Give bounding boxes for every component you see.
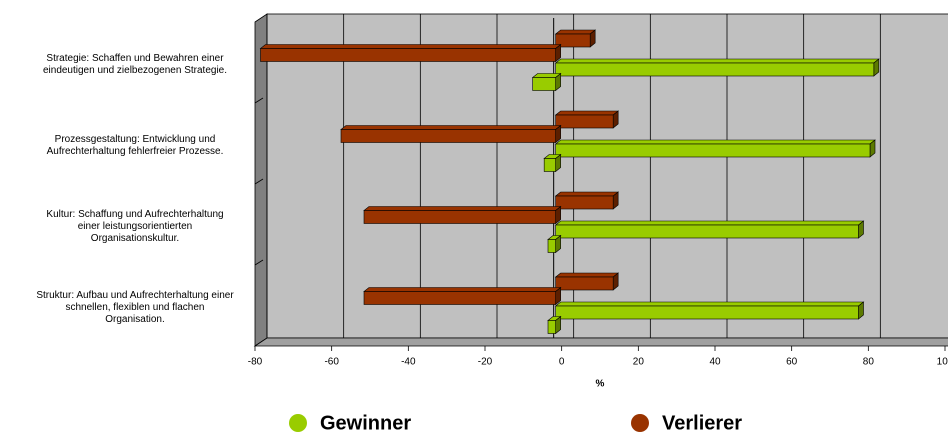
bar — [555, 224, 859, 239]
legend-label: Gewinner — [320, 412, 411, 434]
x-tick-label: -80 — [248, 357, 263, 368]
x-tick-label: -40 — [401, 357, 416, 368]
bar — [555, 195, 614, 210]
x-tick-label: 100 — [937, 357, 948, 368]
bar-top — [363, 287, 562, 292]
category-label: Prozessgestaltung: Entwicklung und — [55, 134, 216, 145]
bar-top — [363, 206, 562, 211]
bar — [555, 305, 859, 320]
bar-top — [554, 110, 620, 116]
x-tick-label: 20 — [633, 357, 645, 368]
category-tick — [254, 259, 264, 266]
category-label: Strategie: Schaffen und Bewahren einer — [46, 53, 224, 64]
bar-top — [554, 191, 620, 197]
category-label: Organisation. — [105, 314, 164, 325]
bar — [543, 158, 556, 172]
bar — [555, 114, 614, 129]
category-label: Kultur: Schaffung und Aufrechterhaltung — [46, 209, 223, 220]
bar — [363, 210, 556, 224]
x-tick-label: -60 — [324, 357, 339, 368]
bar-top — [554, 29, 597, 35]
bar-top — [259, 44, 562, 49]
category-label: einer leistungsorientierten — [78, 221, 193, 232]
bar-top — [554, 272, 620, 278]
bar — [547, 320, 556, 334]
bar — [555, 62, 875, 77]
x-tick-label: 60 — [786, 357, 798, 368]
category-label: Struktur: Aufbau und Aufrechterhaltung e… — [36, 290, 234, 301]
x-tick-label: 40 — [709, 357, 721, 368]
category-tick — [254, 178, 264, 185]
x-tick-label: 0 — [559, 357, 565, 368]
bar — [555, 143, 871, 158]
x-axis-label: % — [596, 379, 605, 390]
category-label: Aufrechterhaltung fehlerfreier Prozesse. — [47, 146, 224, 157]
bar — [260, 48, 556, 62]
legend-marker — [631, 414, 649, 432]
legend-label: Verlierer — [662, 412, 742, 434]
x-tick-label: 80 — [863, 357, 875, 368]
bar — [363, 291, 556, 305]
bar-top — [554, 220, 865, 226]
bar — [547, 239, 556, 253]
bar-top — [554, 139, 876, 145]
bar-top — [340, 125, 562, 130]
category-label: Organisationskultur. — [91, 233, 179, 244]
bar — [532, 77, 556, 91]
bar — [555, 33, 591, 48]
category-tick — [254, 97, 264, 104]
bar — [555, 276, 614, 291]
legend-marker — [289, 414, 307, 432]
bar — [340, 129, 556, 143]
bar-top — [554, 58, 880, 64]
category-label: schnellen, flexiblen und flachen — [66, 302, 205, 313]
bar-top — [554, 301, 865, 307]
category-label: eindeutigen und zielbezogenen Strategie. — [43, 65, 227, 76]
x-tick-label: -20 — [478, 357, 493, 368]
floor — [253, 337, 948, 347]
